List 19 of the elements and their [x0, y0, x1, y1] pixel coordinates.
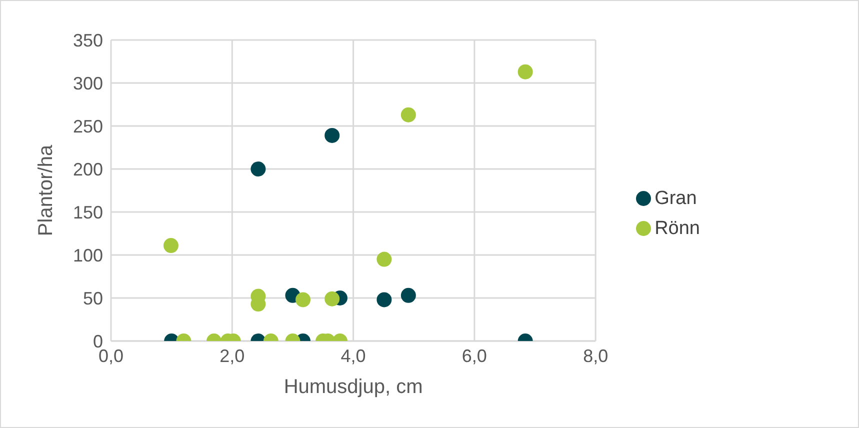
legend-label: Rönn — [654, 218, 700, 239]
legend-label: Gran — [654, 188, 697, 209]
y-tick-label: 350 — [72, 30, 103, 50]
y-tick-label: 300 — [72, 73, 103, 94]
y-tick-label: 100 — [72, 245, 103, 266]
y-axis-title: Plantor/ha — [35, 144, 58, 236]
y-tick-label: 250 — [72, 116, 103, 136]
point — [518, 64, 533, 80]
y-tick-label: 50 — [82, 288, 103, 308]
point — [400, 107, 416, 122]
point — [324, 128, 340, 143]
x-tick-label: 8,0 — [583, 346, 608, 366]
x-axis-title: Humusdjup, cm — [284, 376, 423, 398]
x-tick-label: 4,0 — [340, 346, 366, 366]
y-tick-label: 150 — [72, 202, 103, 222]
x-tick-label: 6,0 — [462, 346, 487, 366]
point — [250, 162, 266, 176]
x-tick-label: 2,0 — [220, 346, 245, 366]
y-tick-label: 200 — [72, 159, 103, 180]
